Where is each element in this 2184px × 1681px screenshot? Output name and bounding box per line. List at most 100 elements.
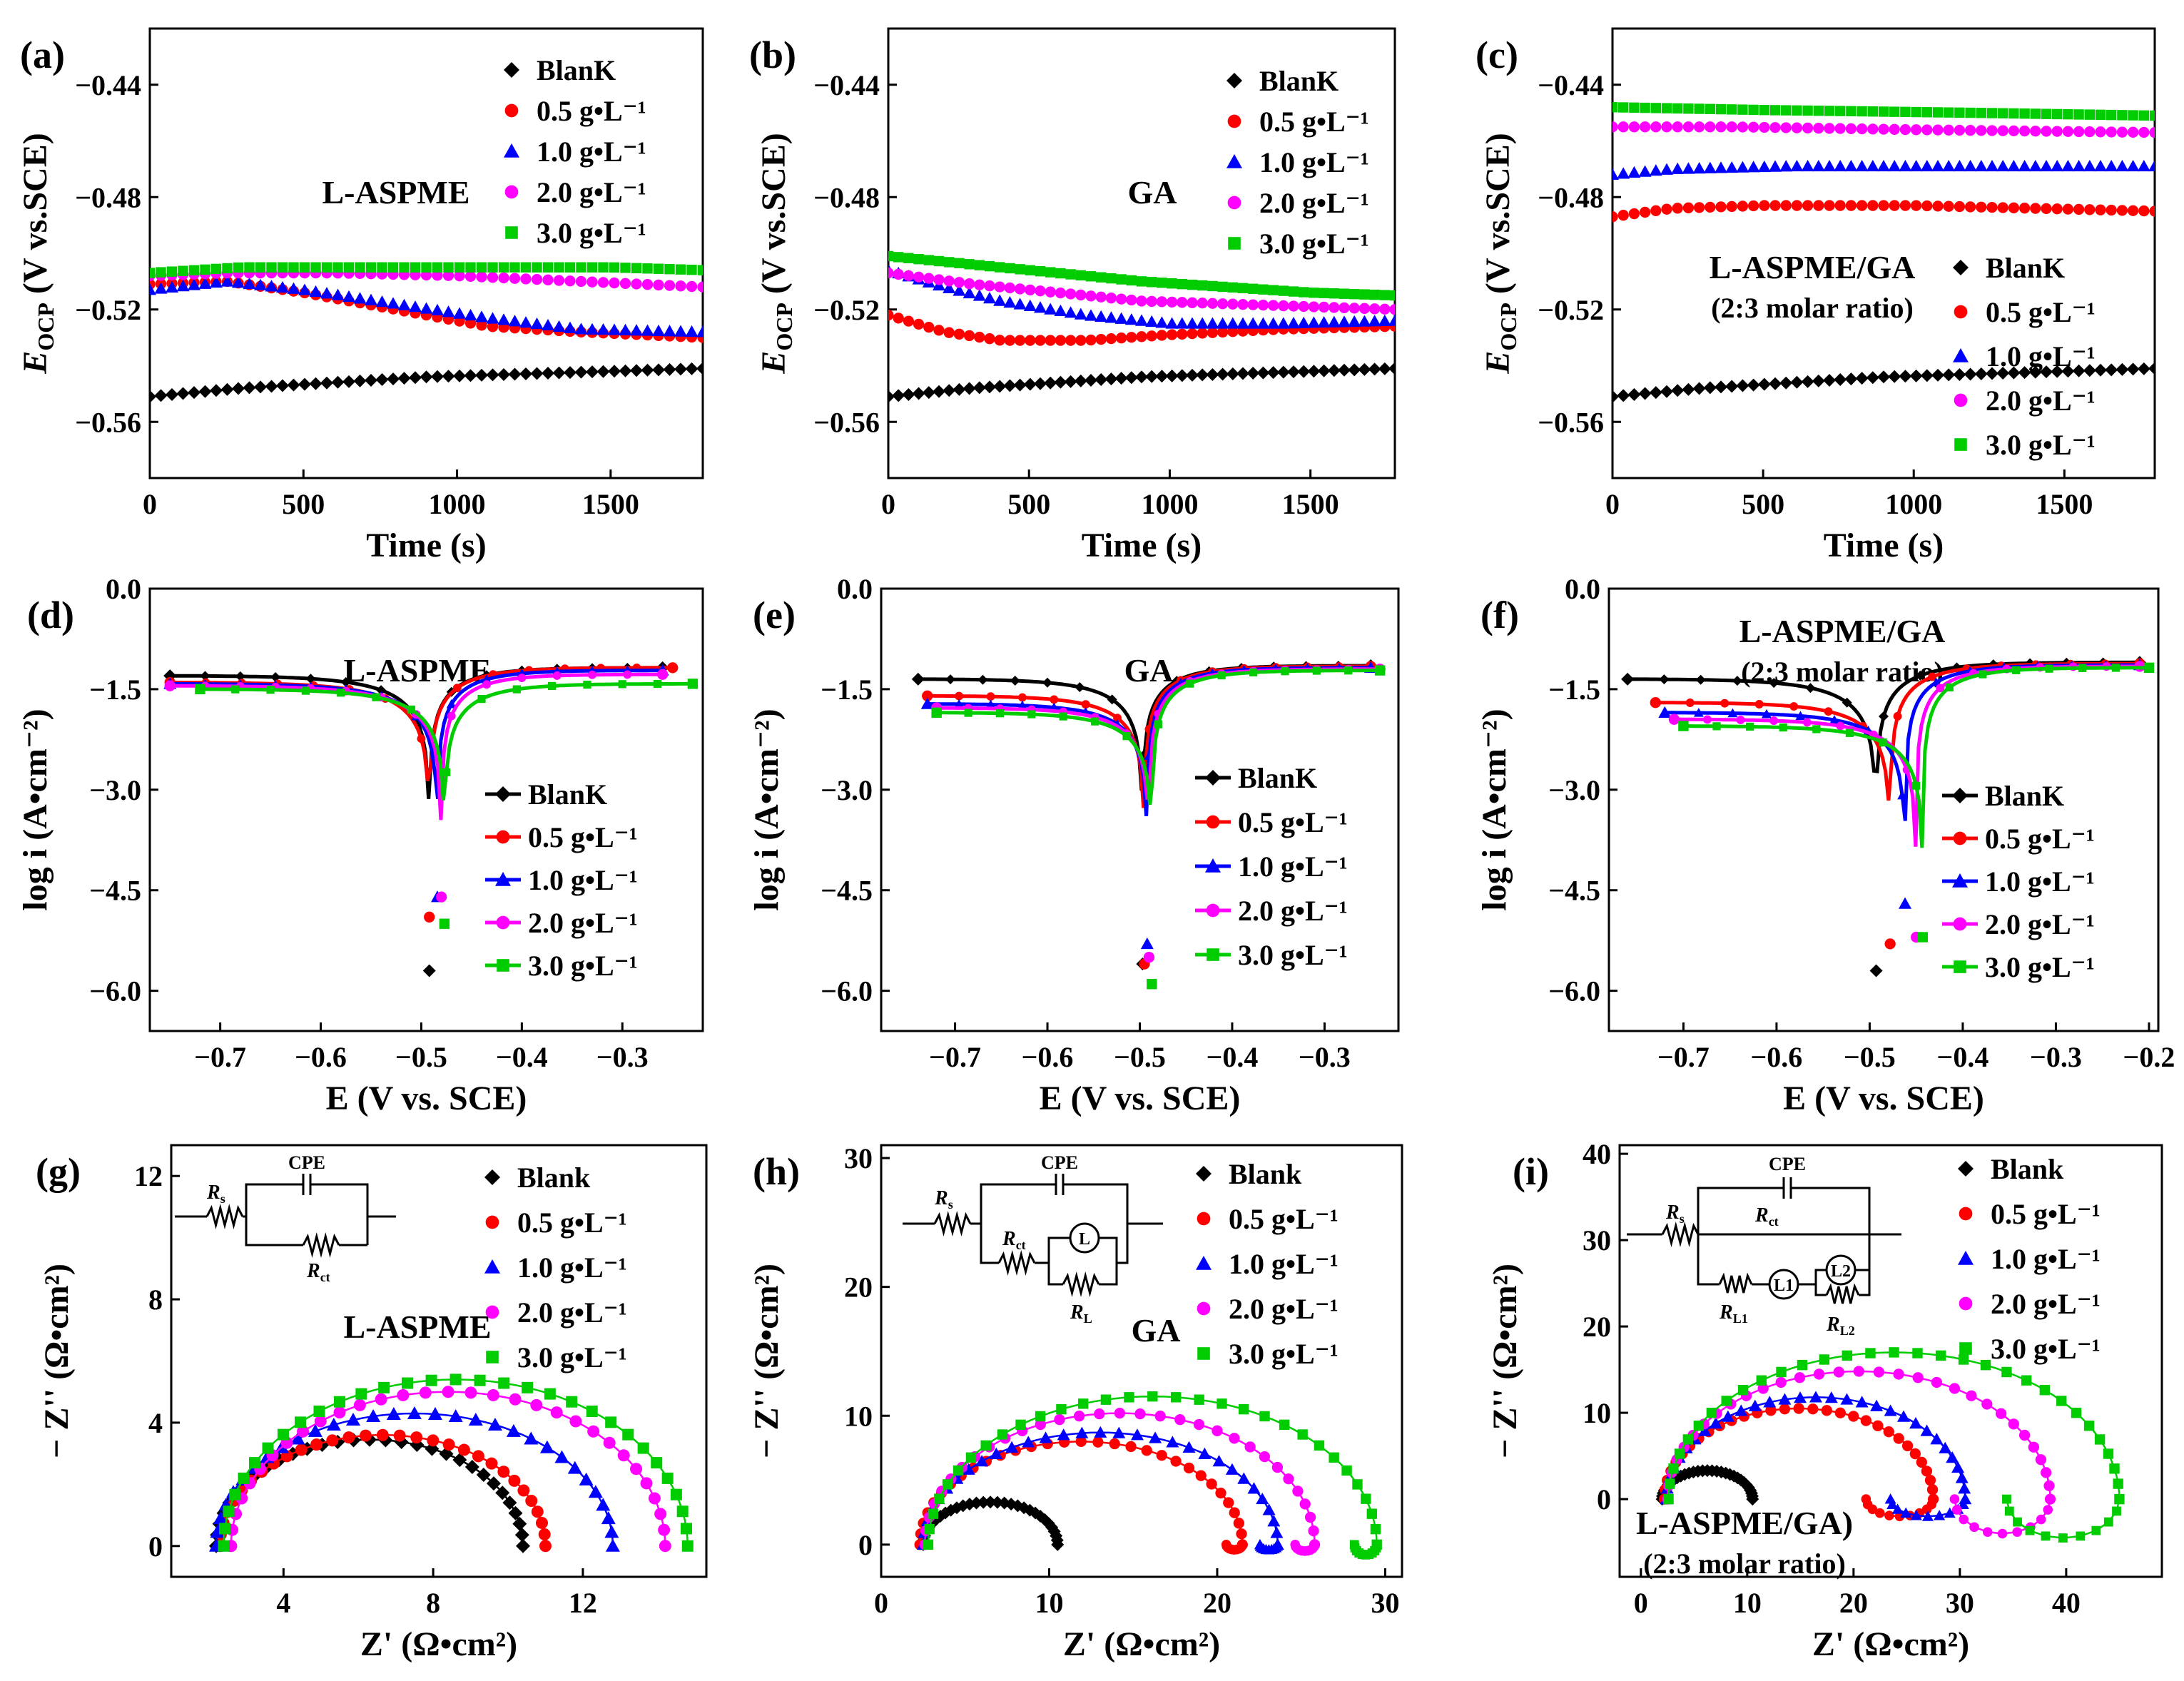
series-4 bbox=[218, 1373, 694, 1552]
data-point bbox=[1884, 1493, 1896, 1504]
plot-area bbox=[1621, 656, 2155, 977]
data-point bbox=[2106, 109, 2117, 121]
data-point bbox=[1964, 367, 1977, 381]
data-point bbox=[1769, 105, 1781, 116]
data-point bbox=[1727, 104, 1737, 115]
data-point bbox=[933, 385, 945, 398]
data-point bbox=[232, 276, 245, 288]
legend-entry: 3.0 g•L⁻¹ bbox=[517, 1341, 627, 1373]
data-point bbox=[1105, 293, 1117, 304]
data-point bbox=[1617, 167, 1630, 179]
legend-entry: 0.5 g•L⁻¹ bbox=[1991, 1198, 2101, 1230]
data-point bbox=[663, 325, 676, 337]
data-point bbox=[1017, 693, 1027, 702]
data-point bbox=[1660, 163, 1673, 175]
data-point bbox=[231, 685, 240, 694]
data-point bbox=[387, 372, 400, 386]
panel-label: (g) bbox=[36, 1150, 81, 1193]
legend-entry: BlanK bbox=[1259, 65, 1339, 97]
y-tick-label: −0.52 bbox=[813, 294, 880, 326]
data-point bbox=[509, 273, 521, 284]
data-point bbox=[198, 277, 212, 289]
data-point bbox=[1878, 123, 1889, 135]
data-point bbox=[696, 325, 703, 337]
data-point bbox=[1206, 367, 1219, 381]
panel-annotation: L-ASPME bbox=[322, 174, 470, 210]
series-3 bbox=[919, 1407, 1321, 1556]
data-point bbox=[176, 387, 190, 400]
data-point bbox=[1368, 362, 1381, 376]
series-4 bbox=[888, 250, 1395, 301]
data-point bbox=[1823, 159, 1836, 172]
x-axis-label: Z' (Ω•cm²) bbox=[1063, 1625, 1220, 1663]
data-point bbox=[548, 681, 557, 691]
data-point bbox=[332, 262, 343, 273]
data-point bbox=[598, 262, 609, 273]
legend: BlanK 0.5 g•L⁻¹ 1.0 g•L⁻¹ 2.0 g•L⁻¹ 3.0 g•L⁻… bbox=[1195, 762, 1348, 971]
data-point bbox=[1792, 105, 1802, 116]
data-point bbox=[1085, 290, 1097, 302]
data-point bbox=[232, 382, 245, 395]
data-point bbox=[276, 280, 289, 293]
data-point bbox=[2149, 110, 2155, 121]
data-point bbox=[1369, 289, 1380, 300]
data-point bbox=[945, 674, 956, 685]
x-tick-label: −0.4 bbox=[496, 1041, 548, 1073]
data-point bbox=[564, 275, 576, 287]
data-point bbox=[1388, 362, 1395, 375]
data-point bbox=[1627, 166, 1641, 178]
circuit-label: CPE bbox=[1041, 1152, 1078, 1173]
legend-entry: 1.0 g•L⁻¹ bbox=[517, 1251, 627, 1284]
data-point bbox=[276, 379, 289, 392]
data-point bbox=[1236, 367, 1249, 380]
data-point bbox=[1278, 285, 1289, 296]
data-point bbox=[1695, 674, 1706, 685]
data-point bbox=[376, 685, 387, 696]
y-tick-label: 30 bbox=[1583, 1224, 1611, 1256]
data-point bbox=[1095, 333, 1107, 345]
data-point bbox=[365, 262, 377, 273]
data-point bbox=[1197, 298, 1208, 309]
x-tick-label: 12 bbox=[569, 1587, 597, 1619]
series-2 bbox=[150, 275, 703, 337]
data-point bbox=[1216, 317, 1229, 329]
data-point bbox=[1177, 328, 1188, 340]
data-point bbox=[1276, 317, 1290, 329]
data-point bbox=[509, 262, 520, 273]
y-tick-label: −0.52 bbox=[75, 294, 141, 326]
legend-marker bbox=[1226, 73, 1242, 88]
data-point bbox=[432, 262, 443, 273]
data-point bbox=[447, 711, 456, 721]
data-point bbox=[1246, 317, 1260, 329]
data-point bbox=[2051, 126, 2063, 137]
y-tick-label: 30 bbox=[844, 1142, 873, 1174]
data-point bbox=[1911, 106, 1921, 118]
data-point bbox=[2008, 108, 2019, 119]
data-point bbox=[1678, 721, 1689, 731]
data-point bbox=[1672, 203, 1683, 214]
data-point bbox=[1621, 672, 1635, 686]
data-point bbox=[2018, 125, 2031, 137]
data-point bbox=[1805, 683, 1816, 694]
data-point bbox=[892, 389, 905, 402]
data-point bbox=[641, 279, 654, 290]
data-point bbox=[1226, 367, 1239, 380]
data-point bbox=[1065, 269, 1076, 280]
data-point bbox=[1893, 711, 1902, 721]
data-point bbox=[588, 670, 596, 679]
data-point bbox=[1368, 315, 1381, 327]
data-point bbox=[1897, 790, 1908, 800]
data-point bbox=[1281, 667, 1289, 676]
data-point bbox=[1091, 717, 1099, 726]
data-point bbox=[1059, 712, 1067, 721]
data-point bbox=[2045, 664, 2053, 673]
data-point bbox=[519, 316, 532, 328]
data-point bbox=[984, 260, 995, 272]
data-point bbox=[1094, 310, 1108, 323]
data-point bbox=[1824, 707, 1833, 716]
data-point bbox=[1124, 313, 1138, 325]
data-point bbox=[564, 321, 577, 333]
data-point bbox=[508, 367, 522, 381]
data-point bbox=[1834, 159, 1847, 172]
data-point bbox=[1227, 282, 1238, 293]
